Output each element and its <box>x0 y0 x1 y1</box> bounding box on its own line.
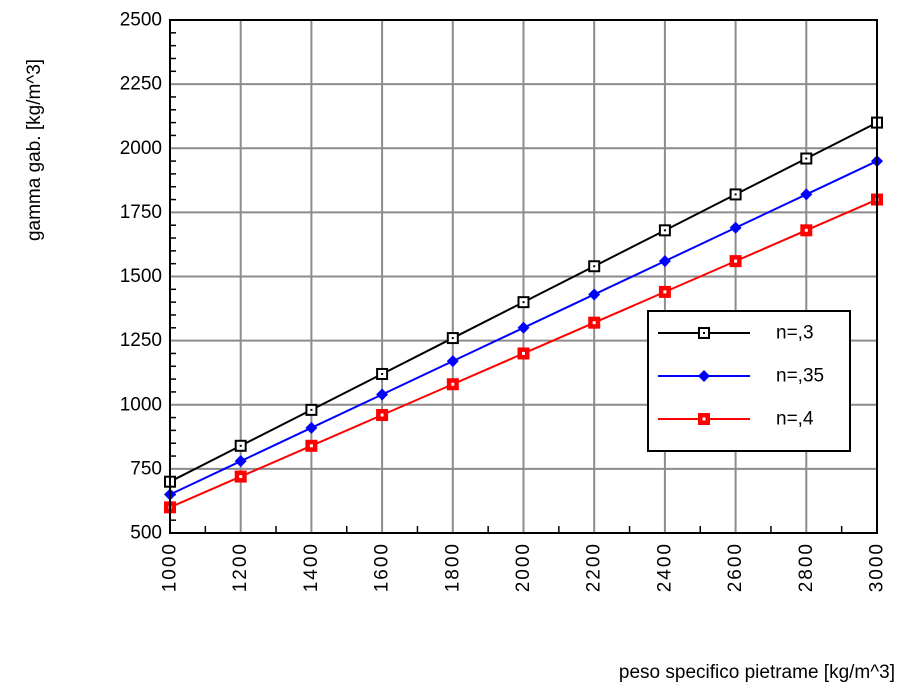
data-point <box>376 388 389 401</box>
y-tick-label: 1750 <box>120 202 162 223</box>
marker-dot <box>309 444 313 448</box>
x-tick-label: 2200 <box>584 542 605 592</box>
legend-label: n=,35 <box>776 366 824 387</box>
series-3 <box>164 193 883 514</box>
x-tick-label: 2800 <box>796 542 817 592</box>
series-2 <box>164 155 883 501</box>
data-point <box>305 439 318 452</box>
y-tick-label: 500 <box>130 523 162 544</box>
x-tick-label: 1400 <box>301 542 322 592</box>
grid <box>169 19 878 534</box>
y-tick-label: 1500 <box>120 266 162 287</box>
legend-item: n=,35 <box>658 366 824 387</box>
marker-dot <box>451 382 455 386</box>
x-tick-label: 1600 <box>372 542 393 592</box>
legend-marker <box>698 327 710 339</box>
data-point <box>517 347 530 360</box>
x-tick-labels: 1000 1200 1400 1600 1800 2000 2200 2400 2600 2800… <box>160 542 888 592</box>
data-point <box>305 403 318 416</box>
data-point <box>588 288 601 301</box>
marker-dot <box>380 413 384 417</box>
marker-shape <box>588 288 601 301</box>
marker-dot <box>310 408 313 411</box>
data-point <box>658 255 671 268</box>
marker-dot <box>805 157 808 160</box>
y-tick-label: 2250 <box>120 74 162 95</box>
data-point <box>234 439 247 452</box>
marker-dot <box>663 290 667 294</box>
marker-dot <box>592 321 596 325</box>
legend-label: n=,3 <box>776 323 814 344</box>
data-point <box>376 367 389 380</box>
data-point <box>305 421 318 434</box>
data-point <box>800 152 813 165</box>
x-tick-label: 3000 <box>867 542 888 592</box>
legend-marker <box>698 370 710 382</box>
x-tick-label: 2600 <box>725 542 746 592</box>
y-tick-label: 750 <box>130 458 162 479</box>
marker-shape <box>517 321 530 334</box>
marker-shape <box>800 188 813 201</box>
legend: n=,3 n=,35 n=,4 <box>647 310 851 452</box>
marker-dot <box>702 417 706 421</box>
data-point <box>729 188 742 201</box>
y-tick-label: 2500 <box>120 10 162 31</box>
marker-dot <box>734 193 737 196</box>
x-tick-label: 2400 <box>654 542 675 592</box>
y-tick-labels: 500 750 1000 1250 1500 1750 2000 2250 2500 <box>120 10 162 544</box>
marker-shape <box>698 370 710 382</box>
data-point <box>234 455 247 468</box>
marker-dot <box>239 444 242 447</box>
data-point <box>729 221 742 234</box>
marker-dot <box>593 265 596 268</box>
x-tick-label: 1800 <box>442 542 463 592</box>
data-point <box>446 378 459 391</box>
data-point <box>376 409 389 422</box>
marker-dot <box>663 229 666 232</box>
x-tick-label: 2000 <box>513 542 534 592</box>
marker-dot <box>239 475 243 479</box>
legend-item: n=,3 <box>658 323 814 344</box>
data-point <box>517 321 530 334</box>
series-layer <box>164 116 883 514</box>
data-point <box>234 470 247 483</box>
marker-shape <box>305 421 318 434</box>
marker-shape <box>446 355 459 368</box>
marker-dot <box>381 372 384 375</box>
marker-dot <box>703 332 705 334</box>
data-point <box>446 332 459 345</box>
x-tick-label: 1000 <box>160 542 181 592</box>
x-axis-label: peso specifico pietrame [kg/m^3] <box>619 662 895 683</box>
data-point <box>517 296 530 309</box>
marker-dot <box>522 301 525 304</box>
data-point <box>800 224 813 237</box>
y-tick-label: 1250 <box>120 330 162 351</box>
marker-dot <box>804 228 808 232</box>
data-point <box>658 285 671 298</box>
data-point <box>800 188 813 201</box>
marker-dot <box>451 337 454 340</box>
marker-shape <box>729 221 742 234</box>
marker-shape <box>658 255 671 268</box>
y-axis-label: gamma gab. [kg/m^3] <box>24 59 45 241</box>
marker-dot <box>734 259 738 263</box>
data-point <box>658 224 671 237</box>
x-tick-label: 1200 <box>230 542 251 592</box>
data-point <box>588 260 601 273</box>
data-point <box>446 355 459 368</box>
legend-marker <box>698 413 710 425</box>
legend-box <box>647 310 851 452</box>
data-point <box>729 255 742 268</box>
marker-shape <box>234 455 247 468</box>
plot-frame <box>169 19 878 534</box>
y-tick-label: 2000 <box>120 138 162 159</box>
legend-item: n=,4 <box>658 409 814 430</box>
legend-label: n=,4 <box>776 409 814 430</box>
y-tick-label: 1000 <box>120 394 162 415</box>
minor-ticks <box>170 32 843 533</box>
data-point <box>588 316 601 329</box>
marker-dot <box>522 351 525 355</box>
marker-shape <box>376 388 389 401</box>
